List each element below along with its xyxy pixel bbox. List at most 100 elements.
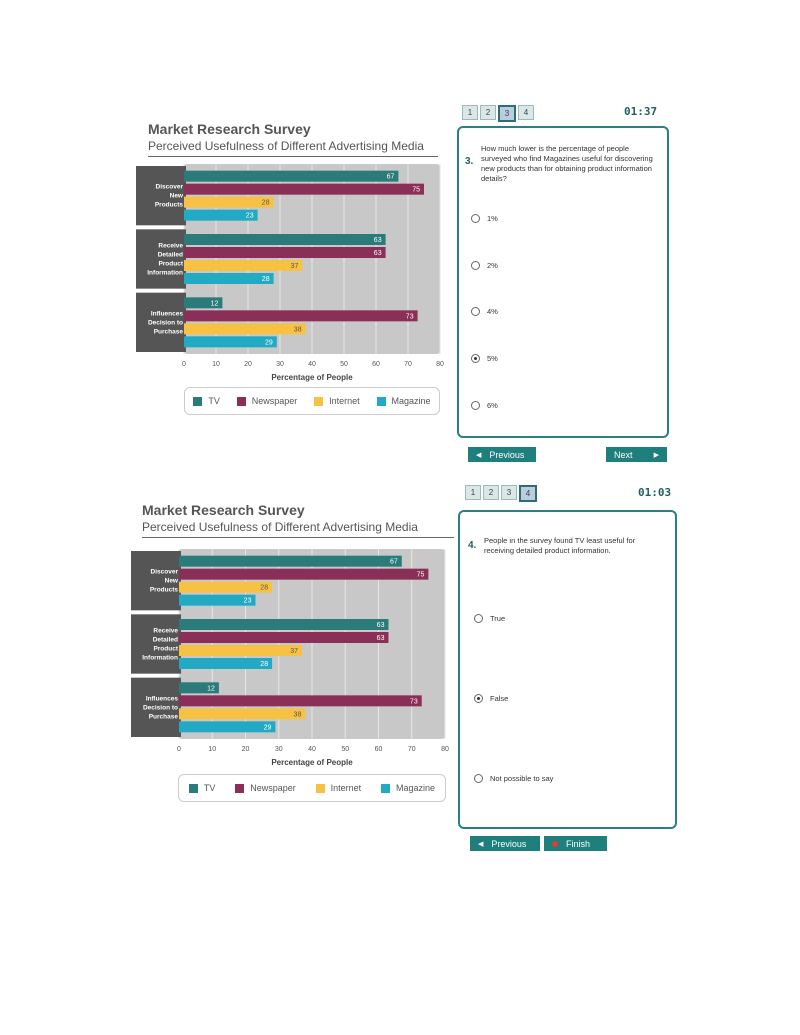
page-button-3[interactable]: 3 xyxy=(498,105,516,122)
legend-label: Internet xyxy=(329,396,360,406)
x-tick-label: 60 xyxy=(372,361,380,368)
legend-item-magazine: Magazine xyxy=(381,783,435,793)
x-tick-label: 0 xyxy=(177,746,181,753)
legend-item-newspaper: Newspaper xyxy=(236,396,297,406)
question-text: People in the survey found TV least usef… xyxy=(484,536,636,555)
category-label: Detailed xyxy=(158,252,183,259)
category-label-box xyxy=(131,677,181,737)
legend-label: TV xyxy=(208,396,220,406)
radio-icon[interactable] xyxy=(471,307,480,316)
category-label: Decision to xyxy=(143,704,178,711)
page-button-3[interactable]: 3 xyxy=(501,485,517,500)
page-button-4[interactable]: 4 xyxy=(519,485,537,502)
chart-title: Market Research Survey xyxy=(148,121,311,137)
option-label: 1% xyxy=(487,214,498,223)
option-5[interactable]: 6% xyxy=(471,401,498,410)
bar-value-label: 29 xyxy=(264,724,272,731)
bar-internet xyxy=(179,581,273,593)
radio-icon[interactable] xyxy=(474,614,483,623)
radio-icon[interactable] xyxy=(474,774,483,783)
radio-icon[interactable] xyxy=(471,214,480,223)
page-button-4[interactable]: 4 xyxy=(518,105,534,120)
bar-value-label: 63 xyxy=(374,250,382,257)
category-label: Information xyxy=(142,655,178,662)
survey-screen-2: Market Research Survey Perceived Usefuln… xyxy=(0,0,800,851)
finish-button[interactable]: Finish xyxy=(544,836,607,851)
question-box: 4. People in the survey found TV least u… xyxy=(458,510,677,829)
x-tick-label: 30 xyxy=(276,361,284,368)
legend-label: Newspaper xyxy=(250,783,296,793)
bar-tv xyxy=(179,619,389,630)
bar-newspaper xyxy=(179,695,422,707)
bar-magazine xyxy=(184,209,258,221)
x-tick-label: 40 xyxy=(308,361,316,368)
question-number: 3. xyxy=(465,156,474,167)
page-button-1[interactable]: 1 xyxy=(465,485,481,500)
x-tick-label: 10 xyxy=(208,746,216,753)
option-3[interactable]: Not possible to say xyxy=(474,774,553,783)
category-label: New xyxy=(165,578,179,585)
legend-swatch-internet xyxy=(315,783,325,793)
x-tick-label: 50 xyxy=(341,746,349,753)
previous-button[interactable]: ◀ Previous xyxy=(470,836,540,851)
category-label: Receive xyxy=(158,243,183,250)
x-tick-label: 60 xyxy=(375,746,383,753)
bar-internet xyxy=(184,196,274,208)
x-axis-label: Percentage of People xyxy=(271,373,353,382)
x-tick-label: 50 xyxy=(340,361,348,368)
page-button-2[interactable]: 2 xyxy=(483,485,499,500)
bar-value-label: 29 xyxy=(265,339,273,346)
category-label: Decision to xyxy=(148,319,183,326)
bar-chart: 0 10 20 30 40 50 60 70 80 Percentage of People Dis… xyxy=(131,549,449,767)
x-tick-label: 20 xyxy=(242,746,250,753)
legend-swatch-magazine xyxy=(381,783,391,793)
question-pager: 1 2 3 4 xyxy=(462,105,534,122)
category-label: Product xyxy=(158,261,183,268)
category-label: Receive xyxy=(153,628,178,635)
legend-item-internet: Internet xyxy=(314,396,360,406)
question-text: How much lower is the percentage of peop… xyxy=(481,144,653,183)
category-label: Discover xyxy=(151,569,179,576)
legend-item-tv: TV xyxy=(193,396,220,406)
option-2[interactable]: 2% xyxy=(471,261,498,270)
bar-tv xyxy=(179,682,219,694)
legend-label: Magazine xyxy=(396,783,436,793)
radio-icon-selected[interactable] xyxy=(474,694,483,703)
next-label: Next xyxy=(614,449,633,460)
category-label: Information xyxy=(147,270,183,277)
page-button-2[interactable]: 2 xyxy=(480,105,496,120)
next-button[interactable]: Next ▶ xyxy=(606,447,667,462)
category-label: Product xyxy=(153,646,178,653)
option-3[interactable]: 4% xyxy=(471,307,498,316)
category-label-box xyxy=(136,229,186,289)
question-pager: 1 2 3 4 xyxy=(465,485,537,502)
bar-newspaper xyxy=(184,183,424,195)
page-button-1[interactable]: 1 xyxy=(462,105,478,120)
bar-tv xyxy=(184,297,223,309)
bar-chart: 0 10 20 30 40 50 60 70 80 Percentage of People Dis… xyxy=(136,164,444,382)
radio-icon-selected[interactable] xyxy=(471,354,480,363)
bar-value-label: 75 xyxy=(417,572,425,579)
bar-value-label: 73 xyxy=(406,313,414,320)
x-tick-label: 70 xyxy=(408,746,416,753)
category-label: Detailed xyxy=(153,637,178,644)
option-1[interactable]: True xyxy=(474,614,505,623)
radio-icon[interactable] xyxy=(471,261,480,270)
radio-icon[interactable] xyxy=(471,401,480,410)
timer: 01:03 xyxy=(638,486,672,499)
option-1[interactable]: 1% xyxy=(471,214,498,223)
bar-value-label: 23 xyxy=(246,213,254,220)
x-tick-label: 10 xyxy=(212,361,220,368)
bar-newspaper xyxy=(179,632,389,643)
option-4[interactable]: 5% xyxy=(471,354,498,363)
right-arrow-icon: ▶ xyxy=(653,451,659,459)
previous-button[interactable]: ◀ Previous xyxy=(468,447,536,462)
bar-value-label: 28 xyxy=(260,661,268,668)
bar-tv xyxy=(184,170,399,182)
option-2[interactable]: False xyxy=(474,694,508,703)
bar-value-label: 73 xyxy=(410,698,418,705)
bar-tv xyxy=(184,234,386,245)
bar-magazine xyxy=(179,594,256,606)
bar-value-label: 38 xyxy=(294,326,302,333)
bar-magazine xyxy=(184,273,274,284)
